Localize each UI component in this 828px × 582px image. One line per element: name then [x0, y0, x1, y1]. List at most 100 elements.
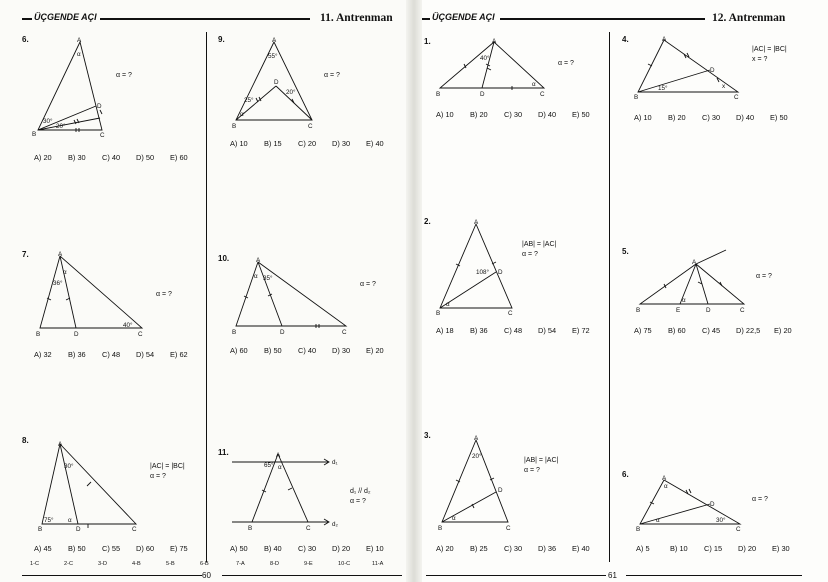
option-e[interactable]: E) 10	[366, 544, 384, 553]
angle-label: 30°	[43, 117, 53, 125]
option-b[interactable]: B) 60	[668, 326, 686, 335]
question-text: α = ?	[156, 291, 172, 301]
vertex-b: B	[32, 131, 36, 138]
question-line: x = ?	[752, 56, 768, 63]
alpha-label: α	[664, 483, 668, 490]
option-e[interactable]: E) 20	[366, 346, 384, 355]
book-fold	[406, 0, 422, 582]
option-d[interactable]: D) 54	[538, 326, 557, 335]
option-a[interactable]: A) 20	[436, 544, 454, 553]
vertex-c: C	[740, 307, 745, 314]
option-a[interactable]: A) 10	[436, 110, 454, 119]
vertex-a: A	[662, 36, 667, 43]
question-number: 5.	[622, 247, 629, 256]
option-b[interactable]: B) 50	[264, 346, 282, 355]
option-b[interactable]: B) 40	[264, 544, 282, 553]
option-a[interactable]: A) 50	[230, 544, 248, 553]
option-b[interactable]: B) 50	[68, 544, 86, 553]
question-number: 9.	[218, 35, 225, 44]
option-e[interactable]: E) 50	[770, 113, 788, 122]
option-c[interactable]: C) 40	[102, 153, 121, 162]
option-c[interactable]: C) 55	[102, 544, 121, 553]
option-c[interactable]: C) 30	[504, 544, 523, 553]
question-text: α = ?	[116, 72, 132, 82]
option-c[interactable]: C) 15	[704, 544, 723, 553]
header-rule	[100, 18, 310, 20]
option-a[interactable]: A) 32	[34, 350, 52, 359]
option-a[interactable]: A) 45	[34, 544, 52, 553]
option-d[interactable]: D) 50	[136, 153, 155, 162]
option-a[interactable]: A) 5	[636, 544, 650, 553]
option-e[interactable]: E) 40	[572, 544, 590, 553]
option-e[interactable]: E) 72	[572, 326, 590, 335]
option-e[interactable]: E) 75	[170, 544, 188, 553]
option-d[interactable]: D) 36	[538, 544, 557, 553]
vertex-c: C	[736, 526, 741, 533]
option-d[interactable]: D) 20	[738, 544, 757, 553]
option-b[interactable]: B) 36	[470, 326, 488, 335]
vertex-a: A	[256, 257, 261, 264]
option-b[interactable]: B) 36	[68, 350, 86, 359]
vertex-b: B	[38, 526, 42, 533]
option-d[interactable]: D) 60	[136, 544, 155, 553]
option-d[interactable]: D) 54	[136, 350, 155, 359]
option-a[interactable]: A) 75	[634, 326, 652, 335]
option-b[interactable]: B) 15	[264, 139, 282, 148]
vertex-b: B	[36, 331, 40, 338]
vertex-c: C	[508, 310, 513, 317]
triangle-figure: A 55° D 20° 25° α B C	[232, 37, 313, 130]
option-c[interactable]: C) 30	[702, 113, 721, 122]
option-b[interactable]: B) 25	[470, 544, 488, 553]
question-number: 2.	[424, 217, 431, 226]
option-a[interactable]: A) 10	[634, 113, 652, 122]
option-c[interactable]: C) 45	[702, 326, 721, 335]
option-b[interactable]: B) 20	[668, 113, 686, 122]
option-d[interactable]: D) 30	[332, 346, 351, 355]
question-number: 3.	[424, 431, 431, 440]
option-b[interactable]: B) 30	[68, 153, 86, 162]
triangle-figure: A α 36° 40° B D C	[36, 251, 144, 338]
option-a[interactable]: A) 18	[436, 326, 454, 335]
option-d[interactable]: D) 22,5	[736, 326, 761, 335]
parallel-lines-figure: A 65° α d₁ d₂ B C	[232, 452, 339, 532]
option-e[interactable]: E) 60	[170, 153, 188, 162]
vertex-d: D	[498, 269, 503, 276]
option-c[interactable]: C) 20	[298, 139, 317, 148]
option-d[interactable]: D) 40	[736, 113, 755, 122]
option-a[interactable]: A) 10	[230, 139, 248, 148]
option-d[interactable]: D) 40	[538, 110, 557, 119]
option-c[interactable]: C) 30	[504, 110, 523, 119]
triangle-figure: A α D α 30° B C	[636, 475, 742, 533]
option-e[interactable]: E) 30	[772, 544, 790, 553]
option-e[interactable]: E) 50	[572, 110, 590, 119]
answer-key-item: 2-C	[64, 561, 74, 567]
option-c[interactable]: C) 30	[298, 544, 317, 553]
answer-key-item: 3-D	[98, 561, 108, 567]
left-column-divider	[206, 32, 208, 562]
question-text: |AC| = |BC| x = ?	[752, 46, 787, 66]
option-a[interactable]: A) 20	[34, 153, 52, 162]
option-e[interactable]: E) 20	[774, 326, 792, 335]
option-e[interactable]: E) 40	[366, 139, 384, 148]
alpha-label: α	[278, 464, 282, 471]
alpha-label: α	[77, 51, 81, 58]
option-c[interactable]: C) 48	[102, 350, 121, 359]
option-d[interactable]: D) 20	[332, 544, 351, 553]
vertex-d: D	[97, 103, 102, 110]
answer-options: A) 10 B) 15 C) 20 D) 30 E) 40	[230, 139, 384, 148]
option-e[interactable]: E) 62	[170, 350, 188, 359]
option-d[interactable]: D) 30	[332, 139, 351, 148]
footer-rule	[626, 575, 802, 577]
vertex-c: C	[342, 329, 347, 336]
option-a[interactable]: A) 60	[230, 346, 248, 355]
vertex-b: B	[232, 329, 236, 336]
answer-options: A) 75 B) 60 C) 45 D) 22,5 E) 20	[634, 326, 792, 335]
option-c[interactable]: C) 40	[298, 346, 317, 355]
option-b[interactable]: B) 20	[470, 110, 488, 119]
option-b[interactable]: B) 10	[670, 544, 688, 553]
angle-label: 25°	[244, 96, 254, 104]
option-c[interactable]: C) 48	[504, 326, 523, 335]
left-header: ÜÇGENDE AÇI	[34, 12, 97, 22]
triangle-figure: A α B C D 30° 20°	[32, 37, 105, 139]
answer-options: A) 10 B) 20 C) 30 D) 40 E) 50	[436, 110, 590, 119]
